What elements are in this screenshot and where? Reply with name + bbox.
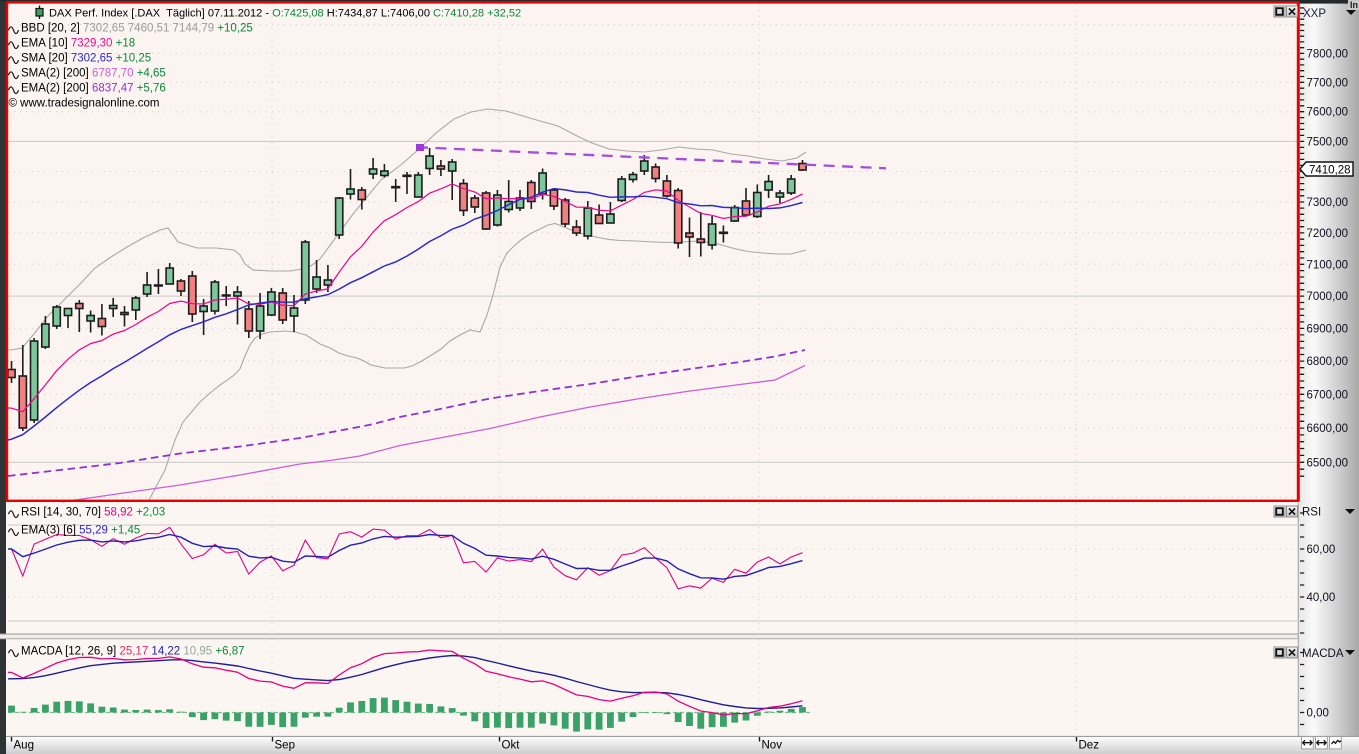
svg-text:6500,00: 6500,00 [1307,457,1349,469]
svg-text:Dez: Dez [1079,740,1100,752]
svg-text:6700,00: 6700,00 [1307,389,1349,401]
svg-text:6600,00: 6600,00 [1307,423,1349,435]
svg-text:MACDA: MACDA [1302,648,1344,660]
svg-text:0,00: 0,00 [1307,708,1329,720]
svg-text:40,00: 40,00 [1307,592,1336,604]
svg-text:RSI [14, 30, 70] 58,92 +2,03: RSI [14, 30, 70] 58,92 +2,03 [21,507,165,519]
svg-text:7600,00: 7600,00 [1307,107,1349,119]
svg-text:BBD [20, 2] 7302,65 7460,51 71: BBD [20, 2] 7302,65 7460,51 7144,79 +10,… [21,23,253,35]
svg-text:XXP: XXP [1303,8,1326,20]
svg-text:7500,00: 7500,00 [1307,136,1349,148]
svg-text:7700,00: 7700,00 [1307,77,1349,89]
svg-text:SMA(2) [200] 6787,70 +4,65: SMA(2) [200] 6787,70 +4,65 [21,68,166,80]
svg-text:EMA(2) [200] 6837,47 +5,76: EMA(2) [200] 6837,47 +5,76 [21,83,166,95]
svg-text:Sep: Sep [275,740,295,752]
svg-text:RSI: RSI [1302,507,1321,519]
svg-text:Aug: Aug [14,740,34,752]
svg-text:7800,00: 7800,00 [1307,48,1349,60]
svg-text:EMA [10] 7329,30 +18: EMA [10] 7329,30 +18 [21,38,135,50]
svg-text:In: In [1350,0,1358,10]
svg-text:SMA [20] 7302,65 +10,25: SMA [20] 7302,65 +10,25 [21,53,151,65]
svg-text:7000,00: 7000,00 [1307,291,1349,303]
svg-text:DAX Perf. Index [.DAX Täglich: DAX Perf. Index [.DAX Täglich] 07.11.201… [49,8,521,20]
svg-text:Okt: Okt [502,740,521,752]
svg-text:EMA(3) [6] 55,29 +1,45: EMA(3) [6] 55,29 +1,45 [21,525,140,537]
svg-text:Nov: Nov [762,740,783,752]
svg-text:MACDA [12, 26, 9] 25,17 14,22: MACDA [12, 26, 9] 25,17 14,22 10,95 +6,8… [21,646,245,658]
svg-text:7410,28: 7410,28 [1309,165,1351,177]
svg-text:7200,00: 7200,00 [1307,228,1349,240]
svg-text:6900,00: 6900,00 [1307,323,1349,335]
svg-text:6800,00: 6800,00 [1307,356,1349,368]
svg-text:7300,00: 7300,00 [1307,197,1349,209]
svg-text:7100,00: 7100,00 [1307,259,1349,271]
svg-text:© www.tradesignalonline.com: © www.tradesignalonline.com [9,98,160,110]
svg-text:60,00: 60,00 [1307,544,1336,556]
